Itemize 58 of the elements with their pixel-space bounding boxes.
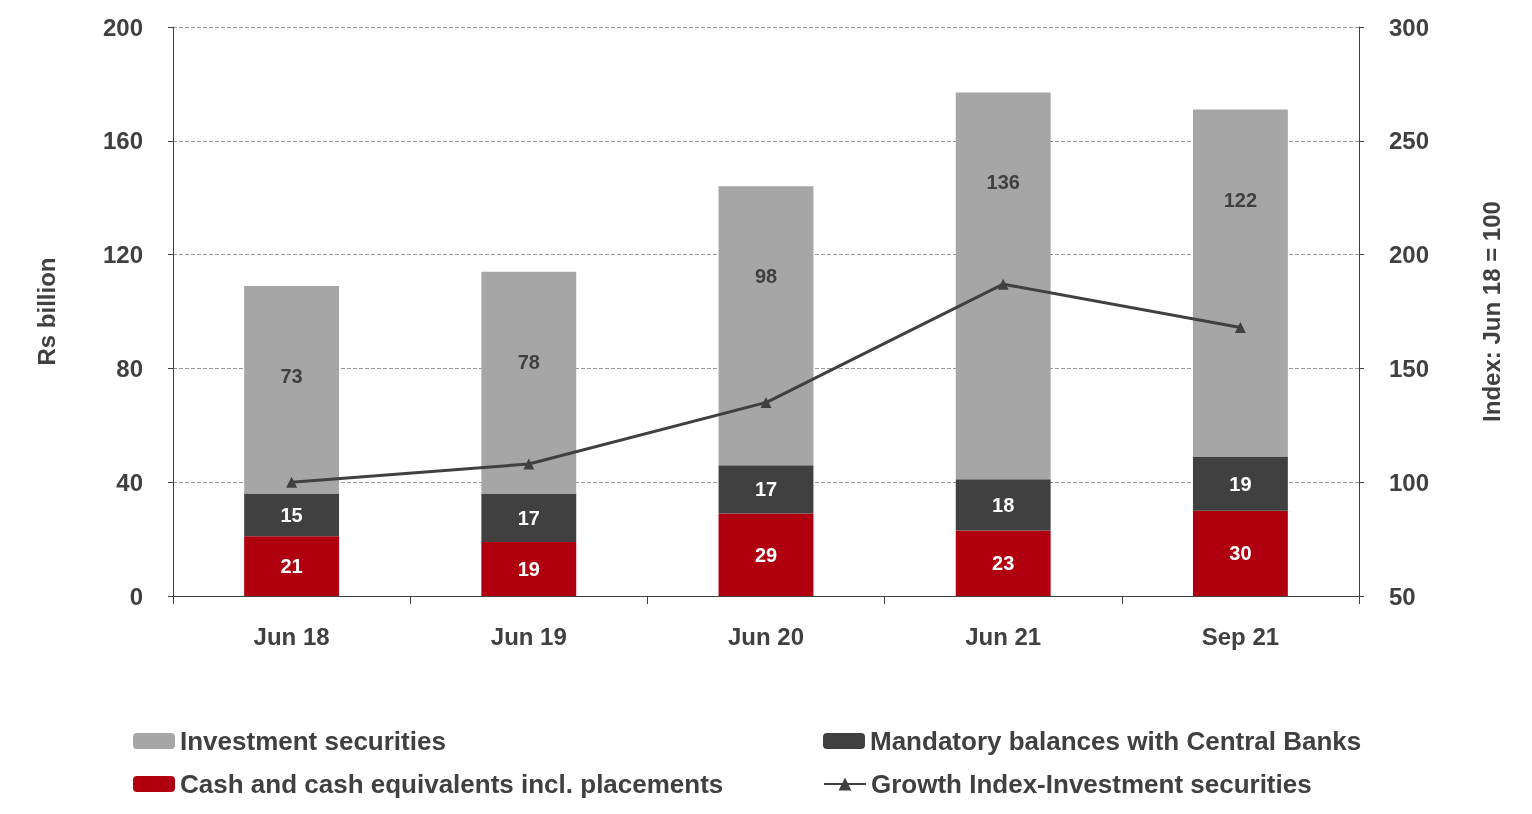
- y-tick-label: 160: [102, 127, 143, 155]
- data-label: 122: [1223, 188, 1258, 211]
- point: [760, 397, 772, 409]
- x-tick-label: Jun 18: [253, 622, 330, 650]
- data-label: 15: [280, 503, 303, 526]
- bar: [481, 493, 577, 542]
- bar: [1192, 510, 1288, 596]
- bar: [244, 536, 340, 596]
- data-label: 19: [517, 557, 540, 580]
- y2-axis-title: Index: Jun 18 = 100: [1477, 201, 1505, 422]
- bar: [481, 271, 577, 494]
- bar: [718, 513, 814, 596]
- y-tick-label: 0: [129, 582, 143, 610]
- data-label: 23: [992, 552, 1015, 575]
- bar: [718, 186, 814, 466]
- legend-label: Investment securities: [180, 726, 446, 756]
- bar: [955, 479, 1051, 531]
- bar: [955, 92, 1051, 480]
- y2-tick-label: 50: [1389, 582, 1416, 610]
- y2-tick-label: 200: [1389, 241, 1430, 269]
- bar: [1192, 456, 1288, 511]
- legend-label: Mandatory balances with Central Banks: [870, 726, 1362, 756]
- y2-tick-label: 250: [1389, 127, 1430, 155]
- data-label: 98: [754, 265, 778, 288]
- bar: [955, 530, 1051, 596]
- bar: [1192, 109, 1288, 457]
- y-tick-label: 80: [116, 354, 143, 382]
- legend-label: Growth Index-Investment securities: [871, 769, 1312, 799]
- bar: [244, 285, 340, 494]
- data-label: 29: [754, 543, 778, 566]
- data-label: 136: [986, 171, 1020, 194]
- y-tick-label: 200: [102, 13, 143, 41]
- y2-tick-label: 150: [1389, 354, 1430, 382]
- point: [523, 458, 535, 470]
- point: [1234, 321, 1246, 333]
- x-tick-label: Jun 21: [965, 622, 1042, 650]
- x-tick-label: Jun 19: [490, 622, 567, 650]
- data-label: 19: [1229, 472, 1252, 495]
- y-tick-label: 40: [116, 468, 143, 496]
- bar: [244, 493, 340, 537]
- data-label: 17: [754, 478, 778, 501]
- point: [286, 476, 298, 488]
- data-label: 21: [280, 555, 303, 578]
- y2-tick-label: 300: [1389, 13, 1430, 41]
- x-tick-label: Sep 21: [1201, 622, 1280, 650]
- data-label: 78: [517, 350, 540, 373]
- point: [997, 278, 1009, 290]
- bar: [718, 465, 814, 514]
- legend-label: Cash and cash equivalents incl. placements: [180, 769, 724, 799]
- data-label: 17: [517, 506, 540, 529]
- x-tick-label: Jun 20: [727, 622, 805, 650]
- y-axis-title: Rs billion: [32, 257, 60, 366]
- data-label: 18: [992, 493, 1015, 516]
- bar: [481, 541, 577, 596]
- data-label: 30: [1229, 542, 1252, 565]
- y2-tick-label: 100: [1389, 468, 1430, 496]
- data-label: 73: [280, 364, 303, 387]
- y-tick-label: 120: [102, 241, 143, 269]
